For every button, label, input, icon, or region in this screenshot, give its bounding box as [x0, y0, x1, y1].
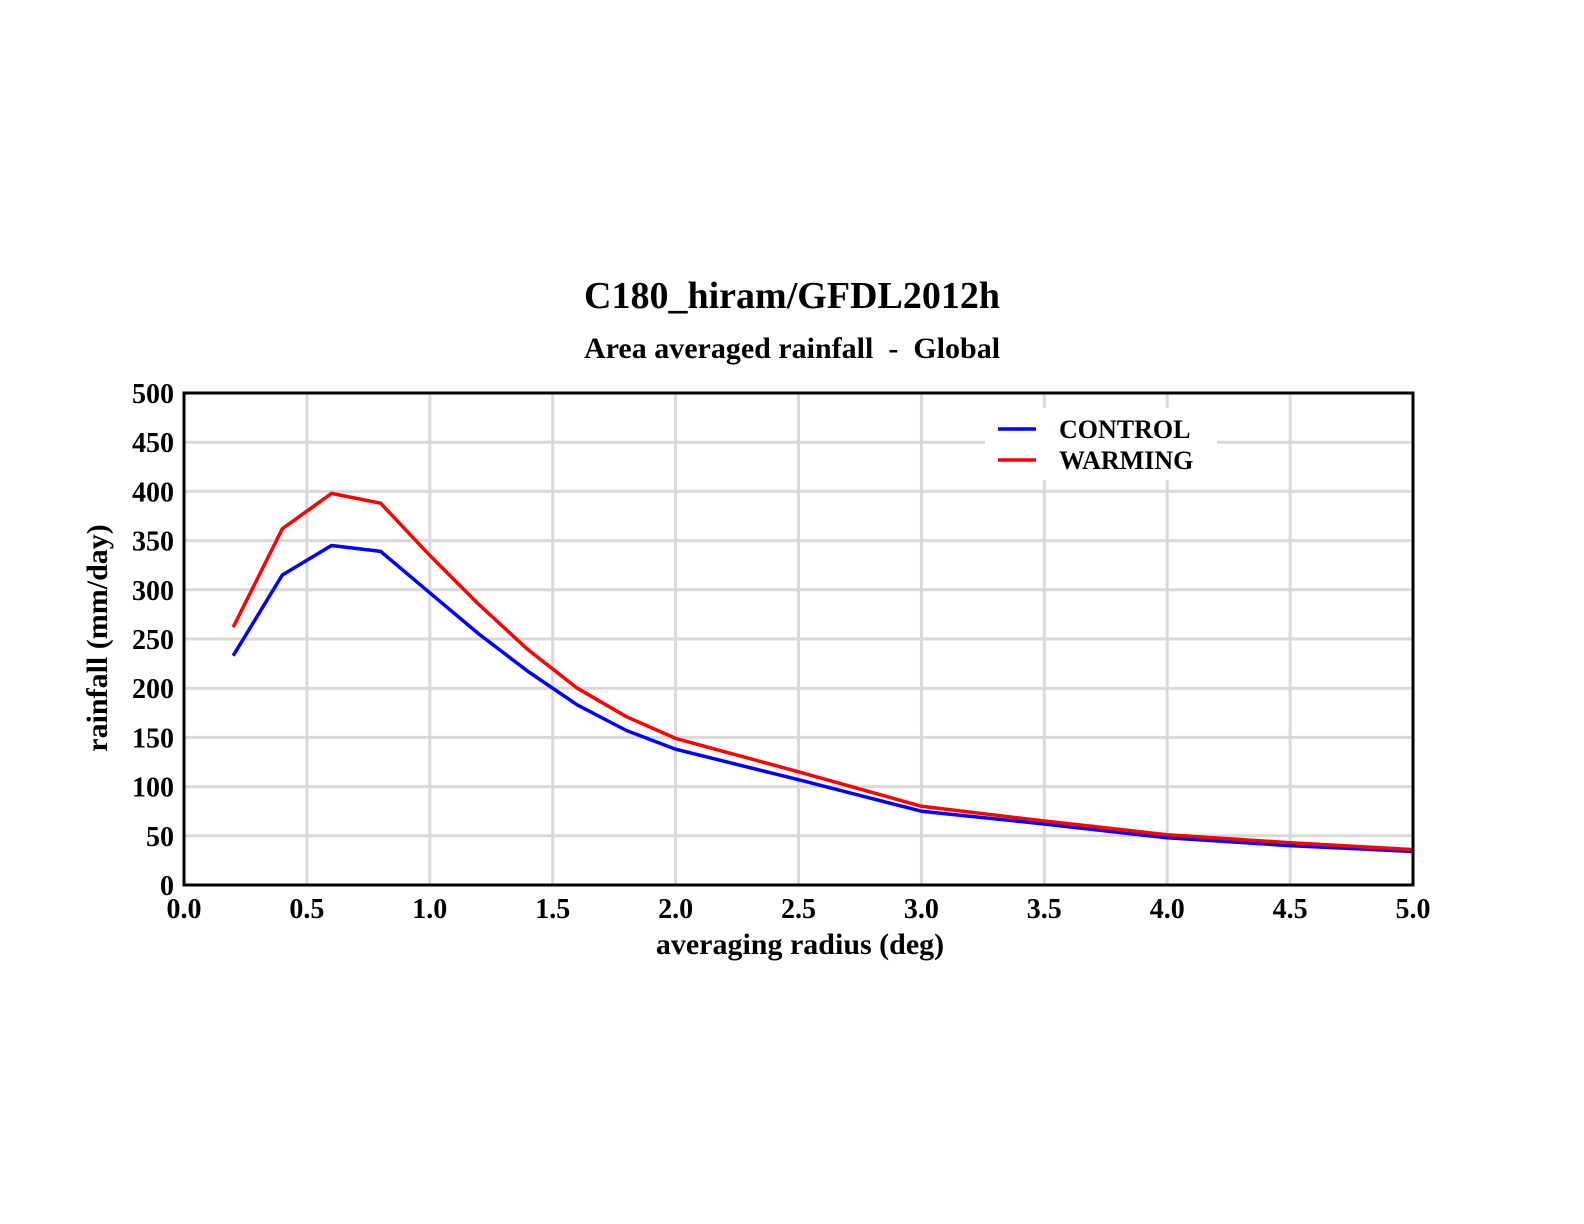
x-axis-label: averaging radius (deg) [656, 928, 944, 961]
legend-background [985, 408, 1217, 480]
y-tick-label: 0 [160, 871, 174, 902]
chart-subtitle: Area averaged rainfall - Global [583, 332, 1001, 365]
y-tick-label: 150 [132, 723, 174, 754]
x-tick-labels: 0.0 0.5 1.0 1.5 2.0 2.5 3.0 3.5 4.0 4.5 5.0 [167, 894, 1431, 925]
x-tick-label: 1.5 [535, 894, 570, 925]
x-tick-label: 2.0 [658, 894, 693, 925]
x-tick-label: 0.5 [289, 894, 324, 925]
y-tick-label: 500 [132, 379, 174, 410]
x-tick-label: 1.0 [412, 894, 447, 925]
y-tick-label: 250 [132, 625, 174, 656]
y-tick-label: 300 [132, 576, 174, 607]
y-tick-label: 50 [146, 822, 174, 853]
x-tick-label: 3.5 [1027, 894, 1062, 925]
plot-frame [182, 391, 1415, 887]
y-tick-label: 400 [132, 477, 174, 508]
legend-label: WARMING [1059, 446, 1193, 475]
x-tick-label: 3.0 [904, 894, 939, 925]
y-tick-label: 200 [132, 674, 174, 705]
y-axis-label: rainfall (mm/day) [81, 524, 114, 751]
x-tick-label: 4.0 [1150, 894, 1185, 925]
x-tick-label: 0.0 [167, 894, 202, 925]
chart-title: C180_hiram/GFDL2012h [584, 275, 1000, 317]
grid [184, 393, 1413, 885]
series-line-control [231, 543, 1414, 854]
x-tick-label: 5.0 [1396, 894, 1431, 925]
y-tick-label: 100 [132, 773, 174, 804]
y-tick-label: 450 [132, 428, 174, 459]
y-tick-label: 350 [132, 527, 174, 558]
series-lines [231, 491, 1414, 854]
series-line-warming [231, 491, 1414, 852]
x-tick-label: 2.5 [781, 894, 816, 925]
y-tick-labels: 0 50 100 150 200 250 300 350 400 450 500 [132, 379, 174, 902]
legend-label: CONTROL [1059, 415, 1190, 444]
x-tick-label: 4.5 [1273, 894, 1308, 925]
